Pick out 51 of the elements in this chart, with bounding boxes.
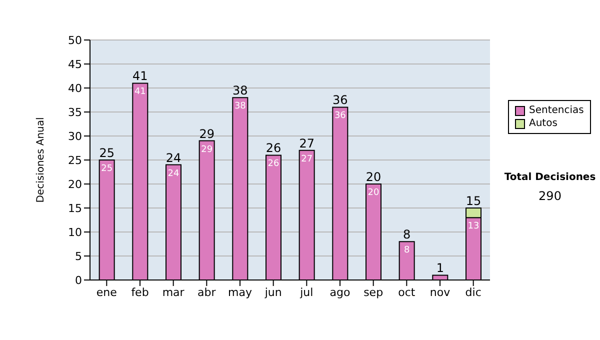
- x-tick-label: jul: [299, 286, 314, 299]
- y-tick-label: 0: [75, 274, 82, 287]
- x-tick-label: nov: [430, 286, 451, 299]
- y-tick-label: 35: [68, 106, 82, 119]
- x-tick-label: jun: [264, 286, 282, 299]
- total-label: 29: [199, 126, 214, 141]
- y-tick-label: 25: [68, 154, 82, 167]
- data-label: 41: [134, 87, 146, 98]
- total-label: 24: [166, 150, 182, 165]
- y-tick-label: 45: [68, 58, 82, 71]
- y-axis-title: Decisiones Anual: [36, 117, 47, 203]
- x-tick-label: mar: [162, 286, 185, 299]
- y-tick-label: 20: [68, 178, 82, 191]
- legend-label: Autos: [529, 117, 558, 130]
- data-label: 8: [404, 246, 410, 256]
- x-tick-label: oct: [398, 286, 416, 299]
- total-label: 8: [403, 228, 411, 242]
- x-tick-label: ago: [330, 286, 350, 299]
- y-tick-label: 10: [68, 226, 82, 239]
- total-label: 38: [232, 84, 248, 98]
- total-label: 1: [436, 261, 444, 276]
- y-tick-label: 5: [75, 250, 82, 263]
- total-label: 36: [332, 93, 348, 108]
- total-label: 41: [132, 69, 148, 84]
- x-tick-label: may: [228, 286, 252, 299]
- y-tick-label: 40: [68, 82, 82, 95]
- x-tick-label: abr: [198, 286, 216, 299]
- total-label: 15: [466, 194, 482, 208]
- y-tick-label: 30: [68, 130, 82, 143]
- data-label: 38: [234, 102, 246, 112]
- total-label: 25: [99, 146, 114, 160]
- y-tick-label: 50: [68, 34, 82, 47]
- data-label: 25: [101, 164, 113, 174]
- data-label: 29: [201, 144, 213, 155]
- data-label: 13: [468, 222, 480, 232]
- x-tick-label: feb: [131, 286, 149, 299]
- data-label: 20: [368, 188, 380, 198]
- total-label: 27: [299, 136, 314, 150]
- y-tick-label: 15: [68, 202, 82, 215]
- text: 290: [538, 189, 562, 203]
- x-tick-label: ene: [96, 286, 118, 299]
- data-label: 24: [168, 168, 180, 179]
- data-label: 27: [301, 154, 313, 164]
- total-label: 20: [366, 170, 382, 184]
- total-label: 26: [266, 141, 282, 156]
- data-label: 36: [334, 111, 346, 122]
- legend-label: Sentencias: [529, 104, 584, 117]
- text: Total Decisiones: [503, 172, 597, 183]
- x-tick-label: dic: [465, 286, 482, 299]
- x-tick-label: sep: [364, 286, 384, 299]
- data-label: 26: [268, 159, 280, 170]
